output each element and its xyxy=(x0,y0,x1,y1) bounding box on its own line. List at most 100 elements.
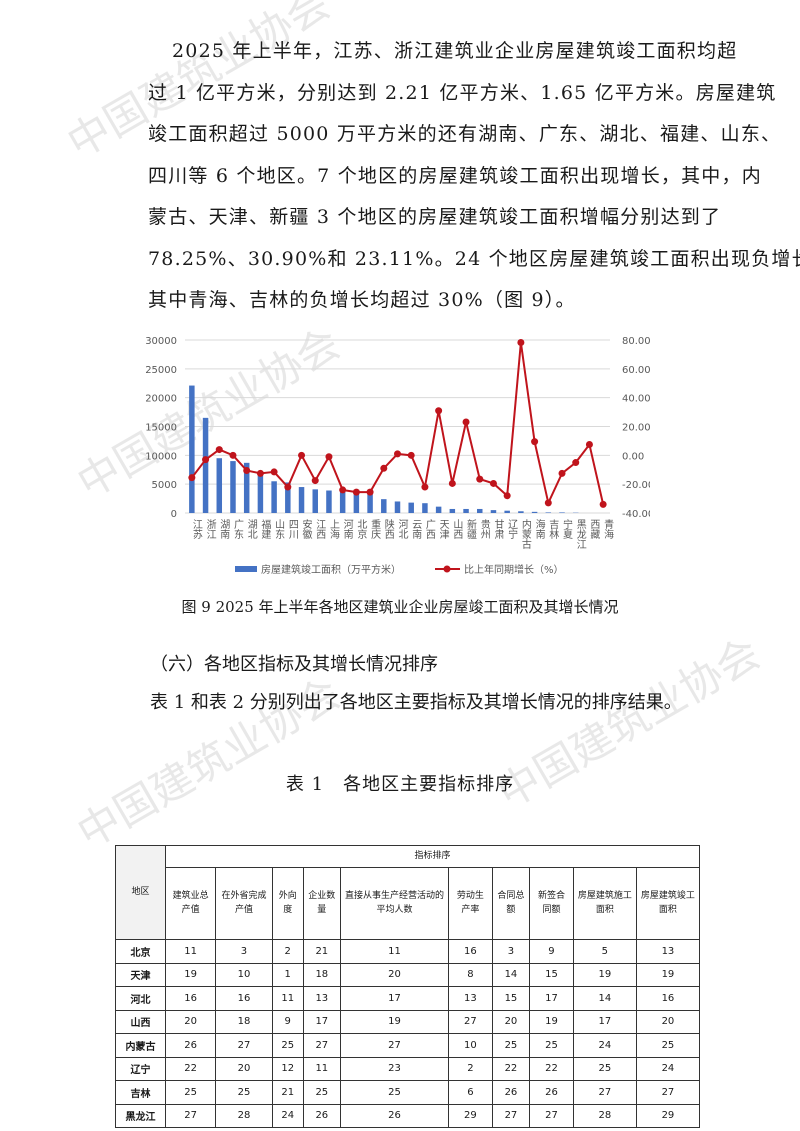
paragraph-line: 78.25%、30.90%和 23.11%。24 个地区房屋建筑竣工面积出现负增… xyxy=(148,247,800,270)
rank-cell: 29 xyxy=(635,1103,701,1128)
bar xyxy=(285,482,291,513)
right-tick-label: 40.00 xyxy=(622,394,650,405)
rank-cell: 13 xyxy=(302,986,341,1011)
section-heading: （六）各地区指标及其增长情况排序 xyxy=(150,654,438,675)
growth-point xyxy=(311,477,319,485)
growth-point xyxy=(599,500,607,508)
rank-cell: 26 xyxy=(529,1080,574,1105)
rank-cell: 8 xyxy=(448,962,493,987)
rank-cell: 19 xyxy=(572,962,637,987)
growth-point xyxy=(366,488,374,496)
growth-point xyxy=(243,466,251,474)
bar xyxy=(394,501,401,513)
legend-bar-swatch xyxy=(235,566,257,572)
column-header: 房屋建筑竣工面积 xyxy=(635,867,701,940)
rank-cell: 10 xyxy=(215,962,273,987)
rank-cell: 25 xyxy=(529,1033,574,1058)
bar xyxy=(230,461,236,513)
bar xyxy=(353,492,360,513)
rank-cell: 28 xyxy=(572,1103,637,1128)
rank-cell: 23 xyxy=(339,1056,450,1081)
bar xyxy=(271,481,277,513)
table-row: 黑龙江 27 28 24 26 26 29 27 27 28 29 xyxy=(115,1103,701,1128)
category-label: 广东 xyxy=(231,519,243,539)
table-row: 山西 20 18 9 17 19 27 20 19 17 20 xyxy=(115,1009,701,1034)
rank-cell: 3 xyxy=(491,939,531,964)
rank-cell: 16 xyxy=(164,986,217,1011)
rank-cell: 22 xyxy=(164,1056,217,1081)
rank-cell: 11 xyxy=(164,939,217,964)
table-row: 北京 11 3 2 21 11 16 3 9 5 13 xyxy=(115,939,701,964)
rank-cell: 20 xyxy=(635,1009,701,1034)
table-row: 辽宁 22 20 12 11 23 2 22 22 25 24 xyxy=(115,1056,701,1081)
category-label: 河南 xyxy=(341,519,353,539)
rank-cell: 19 xyxy=(529,1009,574,1034)
left-tick-label: 10000 xyxy=(145,451,177,462)
paragraph-line: 其中青海、吉林的负增长均超过 30%（图 9）。 xyxy=(148,289,576,311)
bar xyxy=(339,491,346,513)
figure-caption: 图 9 2025 年上半年各地区建筑业企业房屋竣工面积及其增长情况 xyxy=(181,598,619,616)
right-tick-label: 0.00 xyxy=(622,451,644,462)
category-label: 北京 xyxy=(355,519,367,540)
category-label: 海南 xyxy=(533,518,545,539)
rank-cell: 16 xyxy=(215,986,273,1011)
growth-point xyxy=(188,474,196,482)
growth-point xyxy=(558,469,566,477)
growth-point xyxy=(394,450,401,458)
rank-cell: 27 xyxy=(491,1103,531,1128)
category-label: 山西 xyxy=(451,519,463,539)
category-label: 吉林 xyxy=(547,519,559,540)
right-tick-label: 60.00 xyxy=(622,365,650,376)
right-tick-label: -40.00 xyxy=(622,509,650,520)
growth-point xyxy=(202,456,210,464)
growth-point xyxy=(544,499,552,507)
left-tick-label: 20000 xyxy=(145,394,177,405)
rank-cell: 27 xyxy=(448,1009,493,1034)
rank-cell: 26 xyxy=(302,1103,341,1128)
category-label: 安徽 xyxy=(300,518,312,540)
region-cell: 山西 xyxy=(115,1009,166,1034)
bar xyxy=(298,487,305,513)
bar xyxy=(490,510,497,513)
category-label: 江苏 xyxy=(190,519,202,540)
left-tick-label: 25000 xyxy=(145,365,177,376)
left-tick-label: 0 xyxy=(171,509,177,520)
legend-bar-label: 房屋建筑竣工面积（万平方米） xyxy=(261,563,401,576)
rank-cell: 27 xyxy=(635,1080,701,1105)
category-label: 浙江 xyxy=(204,519,216,539)
paragraph-line: 蒙古、天津、新疆 3 个地区的房屋建筑竣工面积增幅分别达到了 xyxy=(148,206,722,228)
rank-cell: 15 xyxy=(491,986,531,1011)
growth-point xyxy=(517,339,525,347)
category-label: 西藏 xyxy=(588,519,600,540)
column-header: 劳动生产率 xyxy=(448,867,493,940)
rank-cell: 24 xyxy=(635,1056,701,1081)
table-row: 内蒙古 26 27 25 27 27 10 25 25 24 25 xyxy=(115,1033,701,1058)
column-header: 房屋建筑施工面积 xyxy=(572,867,637,940)
rank-cell: 25 xyxy=(215,1080,273,1105)
region-cell: 黑龙江 xyxy=(115,1103,166,1128)
growth-point xyxy=(270,468,278,476)
category-label: 湖南 xyxy=(218,519,230,539)
rank-cell: 11 xyxy=(302,1056,341,1081)
category-label: 宁夏 xyxy=(561,518,573,539)
rank-cell: 27 xyxy=(529,1103,574,1128)
growth-point xyxy=(462,418,470,426)
rank-cell: 25 xyxy=(271,1033,304,1058)
rank-cell: 25 xyxy=(164,1080,217,1105)
growth-point xyxy=(435,407,443,415)
bar xyxy=(216,458,223,513)
growth-line xyxy=(191,342,605,507)
rank-cell: 21 xyxy=(302,939,341,964)
region-cell: 天津 xyxy=(115,962,166,987)
region-cell: 内蒙古 xyxy=(115,1033,166,1058)
column-header: 直接从事生产经营活动的平均人数 xyxy=(339,867,450,940)
rank-cell: 11 xyxy=(339,939,450,964)
category-label: 河北 xyxy=(396,519,408,539)
rank-cell: 2 xyxy=(271,939,304,964)
rank-cell: 14 xyxy=(572,986,637,1011)
column-header: 在外省完成产值 xyxy=(215,867,273,940)
region-header: 地区 xyxy=(115,845,166,940)
category-label: 山东 xyxy=(273,519,285,539)
rank-cell: 13 xyxy=(448,986,493,1011)
rank-cell: 27 xyxy=(164,1103,217,1128)
